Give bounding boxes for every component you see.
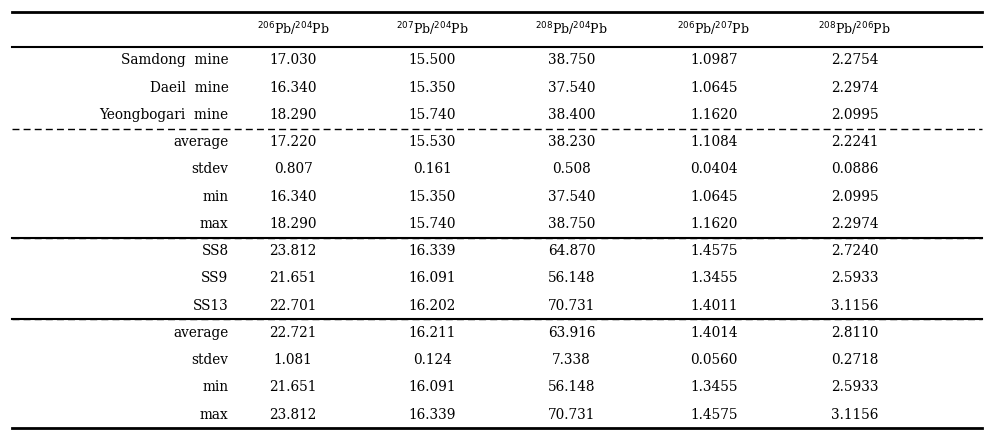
Text: 0.124: 0.124 xyxy=(413,353,452,367)
Text: 15.530: 15.530 xyxy=(409,135,456,149)
Text: 16.211: 16.211 xyxy=(409,326,456,340)
Text: 38.400: 38.400 xyxy=(548,108,595,122)
Text: 0.2718: 0.2718 xyxy=(831,353,879,367)
Text: 16.340: 16.340 xyxy=(269,190,317,204)
Text: 15.350: 15.350 xyxy=(409,81,456,95)
Text: min: min xyxy=(203,380,229,394)
Text: 17.030: 17.030 xyxy=(269,53,317,67)
Text: 1.1620: 1.1620 xyxy=(690,217,738,231)
Text: 22.701: 22.701 xyxy=(269,298,317,312)
Text: 15.500: 15.500 xyxy=(409,53,456,67)
Text: 7.338: 7.338 xyxy=(553,353,590,367)
Text: 1.0987: 1.0987 xyxy=(690,53,738,67)
Text: $^{208}$Pb/$^{206}$Pb: $^{208}$Pb/$^{206}$Pb xyxy=(818,21,892,38)
Text: 1.3455: 1.3455 xyxy=(690,380,738,394)
Text: 18.290: 18.290 xyxy=(269,217,317,231)
Text: 56.148: 56.148 xyxy=(548,271,595,285)
Text: 16.339: 16.339 xyxy=(409,244,456,258)
Text: 1.3455: 1.3455 xyxy=(690,271,738,285)
Text: 0.0404: 0.0404 xyxy=(690,163,738,177)
Text: 2.5933: 2.5933 xyxy=(831,271,879,285)
Text: 1.4011: 1.4011 xyxy=(690,298,738,312)
Text: max: max xyxy=(200,217,229,231)
Text: 15.740: 15.740 xyxy=(409,217,456,231)
Text: 1.0645: 1.0645 xyxy=(690,190,738,204)
Text: 1.4575: 1.4575 xyxy=(690,244,738,258)
Text: max: max xyxy=(200,408,229,422)
Text: 38.230: 38.230 xyxy=(548,135,595,149)
Text: 38.750: 38.750 xyxy=(548,53,595,67)
Text: 17.220: 17.220 xyxy=(269,135,317,149)
Text: 15.350: 15.350 xyxy=(409,190,456,204)
Text: 2.0995: 2.0995 xyxy=(831,108,879,122)
Text: 1.4014: 1.4014 xyxy=(690,326,738,340)
Text: 37.540: 37.540 xyxy=(548,190,595,204)
Text: SS13: SS13 xyxy=(193,298,229,312)
Text: 0.161: 0.161 xyxy=(414,163,451,177)
Text: $^{206}$Pb/$^{204}$Pb: $^{206}$Pb/$^{204}$Pb xyxy=(256,21,330,38)
Text: 2.7240: 2.7240 xyxy=(831,244,879,258)
Text: Yeongbogari  mine: Yeongbogari mine xyxy=(99,108,229,122)
Text: stdev: stdev xyxy=(192,163,229,177)
Text: 1.1084: 1.1084 xyxy=(690,135,738,149)
Text: 21.651: 21.651 xyxy=(269,380,317,394)
Text: 2.0995: 2.0995 xyxy=(831,190,879,204)
Text: average: average xyxy=(173,326,229,340)
Text: 1.4575: 1.4575 xyxy=(690,408,738,422)
Text: 0.508: 0.508 xyxy=(553,163,590,177)
Text: 70.731: 70.731 xyxy=(548,298,595,312)
Text: 2.5933: 2.5933 xyxy=(831,380,879,394)
Text: 0.807: 0.807 xyxy=(274,163,312,177)
Text: SS8: SS8 xyxy=(202,244,229,258)
Text: 2.2241: 2.2241 xyxy=(831,135,879,149)
Text: $^{208}$Pb/$^{204}$Pb: $^{208}$Pb/$^{204}$Pb xyxy=(535,21,608,38)
Text: 70.731: 70.731 xyxy=(548,408,595,422)
Text: 37.540: 37.540 xyxy=(548,81,595,95)
Text: 2.2974: 2.2974 xyxy=(831,81,879,95)
Text: 15.740: 15.740 xyxy=(409,108,456,122)
Text: 56.148: 56.148 xyxy=(548,380,595,394)
Text: 16.202: 16.202 xyxy=(409,298,456,312)
Text: 2.2754: 2.2754 xyxy=(831,53,879,67)
Text: 38.750: 38.750 xyxy=(548,217,595,231)
Text: 23.812: 23.812 xyxy=(269,244,317,258)
Text: SS9: SS9 xyxy=(202,271,229,285)
Text: $^{206}$Pb/$^{207}$Pb: $^{206}$Pb/$^{207}$Pb xyxy=(677,21,750,38)
Text: 16.339: 16.339 xyxy=(409,408,456,422)
Text: 1.081: 1.081 xyxy=(274,353,312,367)
Text: average: average xyxy=(173,135,229,149)
Text: 16.091: 16.091 xyxy=(409,380,456,394)
Text: 22.721: 22.721 xyxy=(269,326,317,340)
Text: 3.1156: 3.1156 xyxy=(831,298,879,312)
Text: 16.340: 16.340 xyxy=(269,81,317,95)
Text: 64.870: 64.870 xyxy=(548,244,595,258)
Text: min: min xyxy=(203,190,229,204)
Text: 63.916: 63.916 xyxy=(548,326,595,340)
Text: 18.290: 18.290 xyxy=(269,108,317,122)
Text: 0.0560: 0.0560 xyxy=(690,353,738,367)
Text: 1.0645: 1.0645 xyxy=(690,81,738,95)
Text: 3.1156: 3.1156 xyxy=(831,408,879,422)
Text: 16.091: 16.091 xyxy=(409,271,456,285)
Text: Samdong  mine: Samdong mine xyxy=(121,53,229,67)
Text: 23.812: 23.812 xyxy=(269,408,317,422)
Text: 2.8110: 2.8110 xyxy=(831,326,879,340)
Text: 2.2974: 2.2974 xyxy=(831,217,879,231)
Text: $^{207}$Pb/$^{204}$Pb: $^{207}$Pb/$^{204}$Pb xyxy=(396,21,469,38)
Text: stdev: stdev xyxy=(192,353,229,367)
Text: 21.651: 21.651 xyxy=(269,271,317,285)
Text: Daeil  mine: Daeil mine xyxy=(150,81,229,95)
Text: 1.1620: 1.1620 xyxy=(690,108,738,122)
Text: 0.0886: 0.0886 xyxy=(831,163,879,177)
